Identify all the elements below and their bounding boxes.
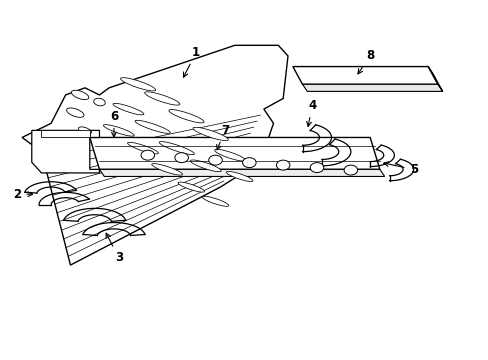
Ellipse shape — [94, 98, 105, 106]
Polygon shape — [32, 130, 99, 173]
Polygon shape — [427, 67, 442, 91]
Text: 7: 7 — [216, 124, 229, 150]
Polygon shape — [292, 67, 437, 84]
Polygon shape — [90, 138, 379, 169]
Text: 8: 8 — [357, 49, 373, 74]
Polygon shape — [41, 130, 90, 138]
Ellipse shape — [66, 108, 84, 117]
Ellipse shape — [344, 165, 357, 175]
Polygon shape — [302, 84, 442, 91]
Ellipse shape — [175, 153, 188, 163]
Ellipse shape — [193, 127, 228, 140]
Text: 6: 6 — [110, 110, 118, 137]
Text: 4: 4 — [306, 99, 316, 126]
Ellipse shape — [71, 90, 89, 100]
Ellipse shape — [242, 158, 256, 168]
Ellipse shape — [309, 163, 323, 172]
Text: 2: 2 — [13, 188, 33, 201]
Ellipse shape — [151, 163, 182, 175]
Ellipse shape — [113, 103, 143, 115]
Ellipse shape — [276, 160, 289, 170]
Ellipse shape — [190, 160, 221, 172]
Ellipse shape — [159, 141, 194, 154]
Ellipse shape — [135, 120, 170, 133]
Ellipse shape — [208, 155, 222, 165]
Text: 3: 3 — [106, 233, 122, 265]
Ellipse shape — [78, 127, 91, 134]
Ellipse shape — [214, 149, 245, 161]
Ellipse shape — [226, 171, 252, 181]
Text: 1: 1 — [183, 46, 200, 77]
Ellipse shape — [141, 150, 154, 160]
Ellipse shape — [178, 182, 204, 192]
Polygon shape — [99, 169, 384, 176]
Ellipse shape — [120, 78, 156, 91]
Ellipse shape — [168, 109, 203, 123]
Polygon shape — [22, 45, 287, 265]
Ellipse shape — [103, 125, 134, 136]
Text: 5: 5 — [383, 162, 417, 176]
Ellipse shape — [144, 92, 180, 105]
Ellipse shape — [202, 196, 228, 206]
Ellipse shape — [127, 142, 158, 154]
